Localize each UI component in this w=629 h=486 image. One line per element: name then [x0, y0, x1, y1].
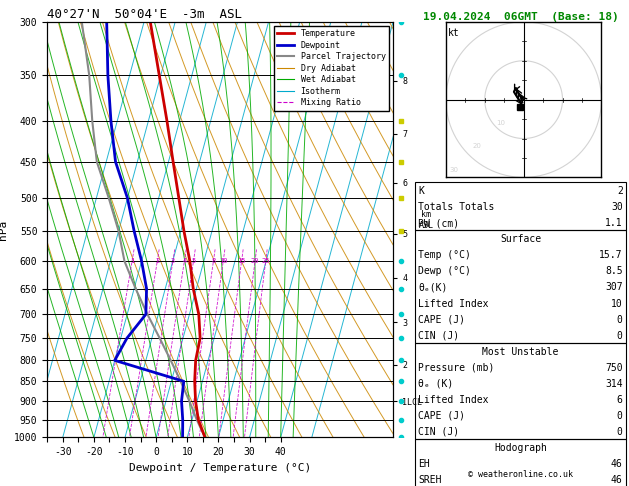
Text: Lifted Index: Lifted Index	[418, 298, 489, 309]
Text: K: K	[418, 186, 424, 196]
Text: kt: kt	[448, 28, 460, 38]
Text: 307: 307	[605, 282, 623, 293]
Y-axis label: hPa: hPa	[0, 220, 8, 240]
Text: 10: 10	[496, 120, 505, 126]
Text: 4: 4	[182, 258, 186, 263]
Legend: Temperature, Dewpoint, Parcel Trajectory, Dry Adiabat, Wet Adiabat, Isotherm, Mi: Temperature, Dewpoint, Parcel Trajectory…	[274, 26, 389, 111]
Text: © weatheronline.co.uk: © weatheronline.co.uk	[468, 469, 573, 479]
Text: PW (cm): PW (cm)	[418, 218, 459, 228]
Text: Surface: Surface	[500, 234, 541, 244]
Text: CAPE (J): CAPE (J)	[418, 314, 465, 325]
Text: Hodograph: Hodograph	[494, 443, 547, 453]
Text: 1: 1	[130, 258, 134, 263]
Text: 10: 10	[219, 258, 228, 263]
Text: 20: 20	[251, 258, 259, 263]
Text: 6: 6	[617, 395, 623, 405]
Text: CAPE (J): CAPE (J)	[418, 411, 465, 421]
Y-axis label: km
ASL: km ASL	[419, 210, 434, 230]
Text: CIN (J): CIN (J)	[418, 330, 459, 341]
Text: 750: 750	[605, 363, 623, 373]
Text: EH: EH	[418, 459, 430, 469]
Text: 40°27'N  50°04'E  -3m  ASL: 40°27'N 50°04'E -3m ASL	[47, 8, 242, 21]
Text: 15.7: 15.7	[599, 250, 623, 260]
Text: 25: 25	[262, 258, 270, 263]
Text: 20: 20	[472, 143, 481, 149]
Text: 0: 0	[617, 314, 623, 325]
Text: θₑ (K): θₑ (K)	[418, 379, 454, 389]
Text: 15: 15	[237, 258, 246, 263]
Text: CIN (J): CIN (J)	[418, 427, 459, 437]
Text: θₑ(K): θₑ(K)	[418, 282, 448, 293]
Text: 0: 0	[617, 330, 623, 341]
Text: 30: 30	[449, 167, 458, 173]
Text: 0: 0	[617, 411, 623, 421]
Text: Dewp (°C): Dewp (°C)	[418, 266, 471, 277]
Text: 10: 10	[611, 298, 623, 309]
Text: 30: 30	[611, 202, 623, 212]
Text: 19.04.2024  06GMT  (Base: 18): 19.04.2024 06GMT (Base: 18)	[423, 12, 618, 22]
Text: 3: 3	[170, 258, 175, 263]
Text: 46: 46	[611, 459, 623, 469]
Text: Pressure (mb): Pressure (mb)	[418, 363, 494, 373]
Text: 5: 5	[191, 258, 196, 263]
Text: 2: 2	[155, 258, 159, 263]
Text: Temp (°C): Temp (°C)	[418, 250, 471, 260]
Text: SREH: SREH	[418, 475, 442, 485]
Text: Lifted Index: Lifted Index	[418, 395, 489, 405]
Text: Totals Totals: Totals Totals	[418, 202, 494, 212]
Text: 46: 46	[611, 475, 623, 485]
Text: 2: 2	[617, 186, 623, 196]
Text: 314: 314	[605, 379, 623, 389]
X-axis label: Dewpoint / Temperature (°C): Dewpoint / Temperature (°C)	[129, 463, 311, 473]
Text: Most Unstable: Most Unstable	[482, 347, 559, 357]
Text: 0: 0	[617, 427, 623, 437]
Text: 8.5: 8.5	[605, 266, 623, 277]
Text: 1.1: 1.1	[605, 218, 623, 228]
Text: 8: 8	[211, 258, 216, 263]
